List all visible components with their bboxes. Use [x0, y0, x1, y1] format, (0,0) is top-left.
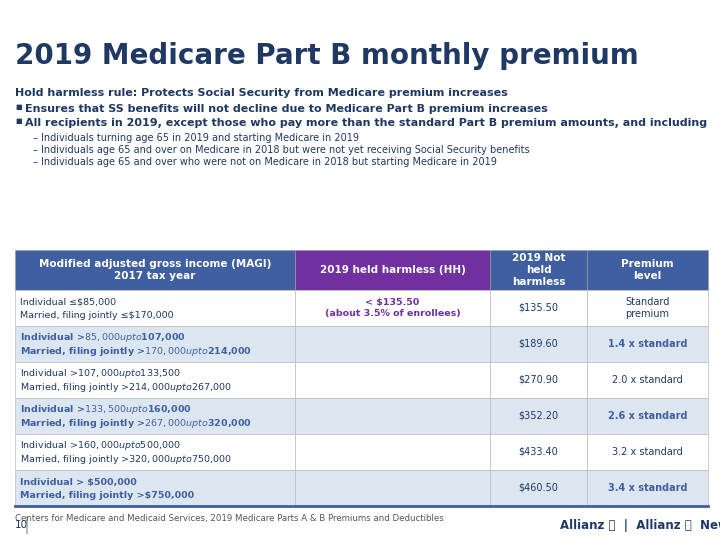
Bar [295, 326, 490, 362]
Bar [295, 290, 490, 326]
Bar [295, 434, 490, 470]
Bar [587, 434, 708, 470]
Text: Individual >$133,500 up to $160,000: Individual >$133,500 up to $160,000 [20, 403, 192, 416]
Text: Premium
level: Premium level [621, 259, 674, 281]
Text: Individuals turning age 65 in 2019 and starting Medicare in 2019: Individuals turning age 65 in 2019 and s… [41, 133, 359, 143]
Bar [490, 290, 587, 326]
Text: 2019 Medicare Part B monthly premium: 2019 Medicare Part B monthly premium [15, 42, 639, 70]
Text: Individuals age 65 and over on Medicare in 2018 but were not yet receiving Socia: Individuals age 65 and over on Medicare … [41, 145, 530, 155]
Text: –: – [33, 157, 38, 167]
Text: Standard
premium: Standard premium [625, 297, 670, 319]
Text: $270.90: $270.90 [518, 375, 559, 385]
Bar [587, 398, 708, 434]
Bar [15, 326, 295, 362]
Text: 3.4 x standard: 3.4 x standard [608, 483, 688, 493]
Text: Married, filing jointly >$267,000 up to $320,000: Married, filing jointly >$267,000 up to … [20, 416, 252, 429]
Text: $352.20: $352.20 [518, 411, 559, 421]
Text: Individual >$160,000 up to $500,000: Individual >$160,000 up to $500,000 [20, 440, 181, 453]
Text: Ensures that SS benefits will not decline due to Medicare Part B premium increas: Ensures that SS benefits will not declin… [25, 104, 548, 114]
Bar [295, 470, 490, 506]
Text: 3.2 x standard: 3.2 x standard [612, 447, 683, 457]
Bar [587, 362, 708, 398]
Bar [490, 398, 587, 434]
Text: Married, filing jointly ≤$170,000: Married, filing jointly ≤$170,000 [20, 310, 174, 320]
Text: Allianz Ⓜ  |  Allianz Ⓜ  New York: Allianz Ⓜ | Allianz Ⓜ New York [560, 518, 720, 531]
Text: 2.0 x standard: 2.0 x standard [612, 375, 683, 385]
Text: Individual >$85,000 up to $107,000: Individual >$85,000 up to $107,000 [20, 332, 186, 345]
Text: Married, filing jointly >$214,000 up to $267,000: Married, filing jointly >$214,000 up to … [20, 381, 232, 394]
Bar [490, 326, 587, 362]
Bar [295, 250, 490, 290]
Bar [587, 326, 708, 362]
Text: ■: ■ [15, 104, 22, 110]
Text: All recipients in 2019, except those who pay more than the standard Part B premi: All recipients in 2019, except those who… [25, 118, 707, 128]
Text: –: – [33, 145, 38, 155]
Bar [490, 470, 587, 506]
Text: 2019 held harmless (HH): 2019 held harmless (HH) [320, 265, 465, 275]
Text: 2019 Not
held
harmless: 2019 Not held harmless [512, 253, 565, 287]
Text: Individual > $500,000: Individual > $500,000 [20, 477, 137, 487]
Text: 1.4 x standard: 1.4 x standard [608, 339, 688, 349]
Bar [15, 362, 295, 398]
Bar [15, 434, 295, 470]
Bar [587, 470, 708, 506]
Bar [587, 250, 708, 290]
Text: Individual >$107,000 up to $133,500: Individual >$107,000 up to $133,500 [20, 368, 181, 381]
Text: Married, filing jointly >$170,000 up to $214,000: Married, filing jointly >$170,000 up to … [20, 345, 252, 357]
Bar [490, 250, 587, 290]
Text: Centers for Medicare and Medicaid Services, 2019 Medicare Parts A & B Premiums a: Centers for Medicare and Medicaid Servic… [15, 514, 444, 523]
Text: 2.6 x standard: 2.6 x standard [608, 411, 688, 421]
Text: < $135.50
(about 3.5% of enrollees): < $135.50 (about 3.5% of enrollees) [325, 298, 460, 318]
Bar [15, 250, 295, 290]
Text: Married, filing jointly >$750,000: Married, filing jointly >$750,000 [20, 490, 194, 500]
Bar [15, 470, 295, 506]
Bar [295, 398, 490, 434]
Text: $460.50: $460.50 [518, 483, 559, 493]
Text: –: – [33, 133, 38, 143]
Bar [587, 290, 708, 326]
Text: Individuals age 65 and over who were not on Medicare in 2018 but starting Medica: Individuals age 65 and over who were not… [41, 157, 497, 167]
Bar [490, 434, 587, 470]
Text: Hold harmless rule: Protects Social Security from Medicare premium increases: Hold harmless rule: Protects Social Secu… [15, 88, 508, 98]
Text: Married, filing jointly >$320,000 up to $750,000: Married, filing jointly >$320,000 up to … [20, 453, 232, 465]
Text: 10: 10 [15, 520, 28, 530]
Text: ■: ■ [15, 118, 22, 124]
Bar [295, 362, 490, 398]
Text: Individual ≤$85,000: Individual ≤$85,000 [20, 298, 116, 307]
Text: $189.60: $189.60 [518, 339, 559, 349]
Text: $135.50: $135.50 [518, 303, 559, 313]
Text: Modified adjusted gross income (MAGI)
2017 tax year: Modified adjusted gross income (MAGI) 20… [39, 259, 271, 281]
Bar [490, 362, 587, 398]
Bar [15, 398, 295, 434]
Text: $433.40: $433.40 [518, 447, 559, 457]
Bar [15, 290, 295, 326]
